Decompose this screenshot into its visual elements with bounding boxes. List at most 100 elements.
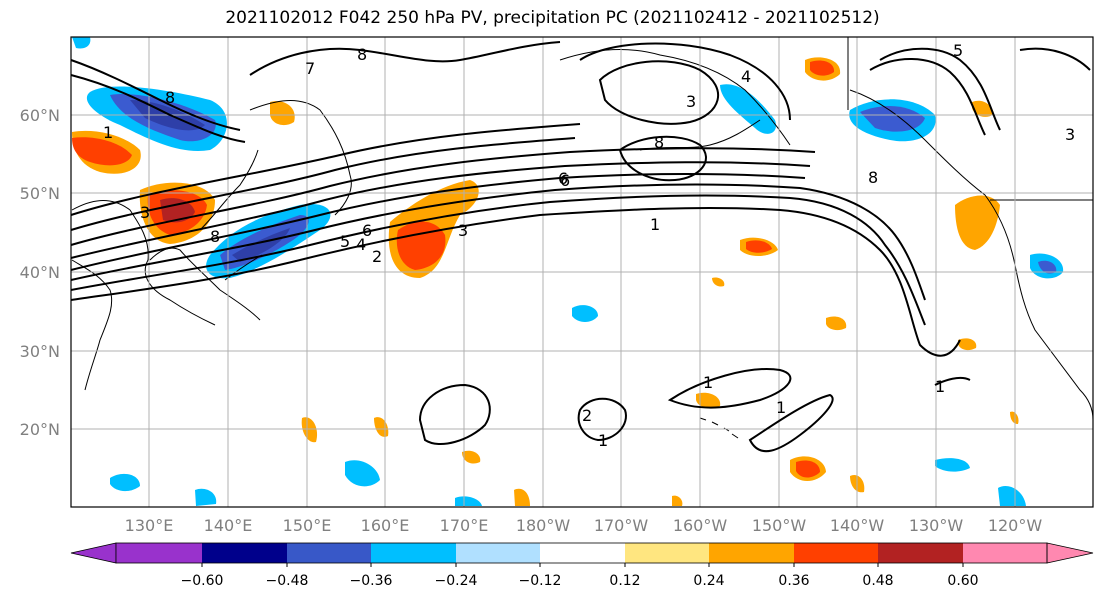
colorbar-bin [116,543,202,563]
contour-label: 3 [140,203,150,222]
precip-negative-region [195,488,217,506]
colorbar-tick-label: 0.48 [862,573,893,589]
precip-positive-region [746,240,772,253]
pv-contour [748,393,834,453]
colorbar-extend-high [1046,542,1094,564]
colorbar-bin [878,543,963,563]
precip-negative-region [998,486,1026,506]
precip-positive-region [396,221,446,270]
lat-label: 50°N [20,184,60,203]
pv-contour [70,59,241,131]
colorbar-bin [540,543,625,563]
precip-shading [72,37,1064,506]
coastline-north-america [849,89,1094,421]
precip-negative-region [935,458,970,472]
colorbar-frame [115,542,1048,564]
precip-negative-region [232,228,290,262]
precip-positive-region [696,392,721,408]
precip-positive-region [1010,411,1019,424]
contour-label: 3 [686,92,696,111]
precip-positive-region [958,338,977,351]
lat-label: 30°N [20,342,60,361]
contour-label: 4 [356,235,366,254]
pv-contour [70,74,246,143]
precip-negative-region [110,473,140,492]
pv-contours [70,41,1091,453]
map-frame [70,36,1094,508]
precip-positive-region [826,316,847,331]
precip-negative-region [72,37,91,49]
pv-contour [70,137,576,231]
pv-contour [618,135,707,182]
longitude-labels: 130°E 140°E 150°E 160°E 170°E 180°W 170°… [125,516,1043,535]
contour-label: 8 [165,88,175,107]
colorbar-tick-label: −0.36 [350,573,393,589]
contour-label: 6 [558,169,568,188]
colorbar-tick-label: −0.48 [266,573,309,589]
precip-negative-region [720,84,776,134]
contour-label: 3 [458,221,468,240]
precip-negative-region [572,305,598,322]
contour-label: 4 [741,67,751,86]
precip-positive-region [972,100,994,117]
precip-negative-region [345,460,380,487]
lon-label: 130°W [909,516,964,535]
lon-label: 180°W [516,516,571,535]
colorbar-bin [794,543,878,563]
pv-contour [1019,47,1091,71]
pv-contour [70,147,816,246]
pv-contour-labels: 8 7 8 6 5 4 3 2 1 1 1 1 1 2 8 6 4 3 8 1 … [103,41,1075,450]
pv-contour [577,397,627,442]
colorbar-tick-label: −0.60 [181,573,224,589]
coastline-hawaii [699,417,739,439]
contour-label: 1 [103,123,113,142]
pv-contour [70,123,581,216]
contour-label: 1 [776,398,786,417]
precip-positive-region [796,460,820,478]
lat-label: 20°N [20,420,60,439]
lat-label: 40°N [20,263,60,282]
contour-label: 8 [868,168,878,187]
pv-contour [869,47,1001,136]
contour-label: 8 [210,227,220,246]
lon-label: 130°E [125,516,174,535]
contour-label: 1 [935,377,945,396]
precip-positive-region [462,450,481,464]
colorbar: −0.60 −0.48 −0.36 −0.24 −0.12 0.12 0.24 … [70,542,1094,589]
contour-label: 7 [305,59,315,78]
contour-label: 8 [357,45,367,64]
pv-contour [934,376,971,386]
colorbar-bin [625,543,709,563]
colorbar-tick-label: 0.60 [947,573,978,589]
pv-contour [579,42,791,121]
lon-label: 170°E [440,516,489,535]
colorbar-ticks [201,563,964,567]
precip-negative-region [455,496,482,506]
colorbar-extend-low [70,542,117,564]
colorbar-tick-label: 0.36 [778,573,809,589]
colorbar-tick-label: 0.24 [693,573,724,589]
graticule [71,37,1093,507]
precip-positive-region [514,488,530,506]
precip-positive-region [301,417,318,443]
lon-label: 170°W [594,516,649,535]
contour-label: 6 [362,221,372,240]
pv-contour [598,60,720,125]
colorbar-tick-label: −0.24 [435,573,478,589]
precip-positive-region [270,101,295,126]
pv-contour [667,368,792,409]
pv-contour [249,41,561,76]
pv-contour [70,161,811,259]
lon-label: 160°W [673,516,728,535]
precip-positive-region [810,60,835,76]
colorbar-bin [202,543,287,563]
contour-label: 1 [598,431,608,450]
lon-label: 160°E [361,516,410,535]
precip-positive-region [160,198,195,223]
colorbar-bin [287,543,371,563]
pv-contour [70,194,926,326]
contour-label: 2 [372,247,382,266]
pv-contour [418,383,491,445]
lon-label: 140°E [204,516,253,535]
